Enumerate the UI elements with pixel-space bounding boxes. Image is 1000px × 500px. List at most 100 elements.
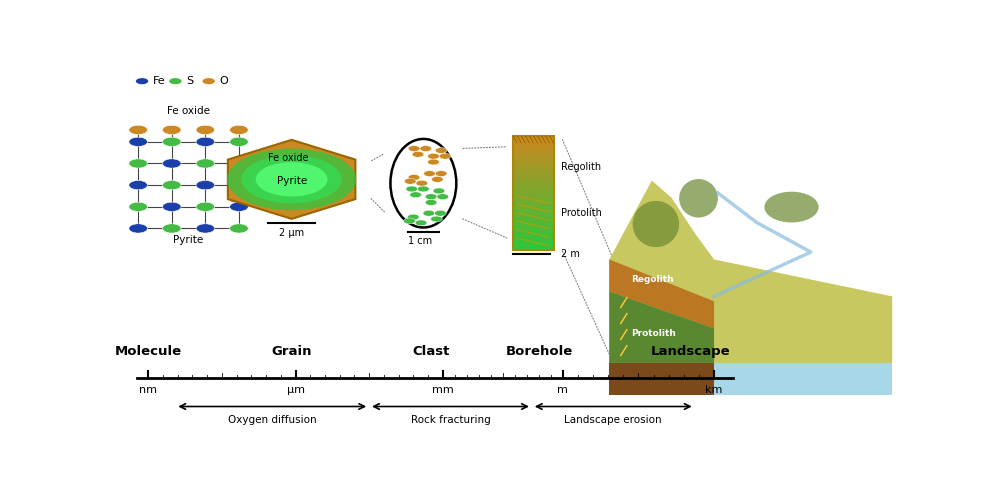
Circle shape [196, 137, 215, 146]
Circle shape [435, 148, 447, 154]
Circle shape [230, 224, 248, 233]
Bar [513, 196, 554, 198]
Circle shape [424, 170, 435, 176]
Text: mm: mm [432, 384, 454, 394]
Ellipse shape [633, 201, 679, 247]
Circle shape [196, 180, 215, 190]
Bar [609, 363, 892, 395]
Circle shape [432, 176, 443, 182]
Bar [513, 193, 554, 194]
Text: S: S [186, 76, 193, 86]
Ellipse shape [679, 179, 718, 218]
Bar [513, 160, 554, 162]
Circle shape [162, 159, 181, 168]
Ellipse shape [241, 156, 342, 204]
Text: Pyrite: Pyrite [173, 235, 204, 245]
Bar [513, 142, 554, 144]
Bar [513, 240, 554, 242]
Circle shape [230, 180, 248, 190]
Circle shape [418, 186, 429, 192]
Circle shape [230, 202, 248, 211]
Bar [513, 176, 554, 178]
Circle shape [230, 137, 248, 146]
Circle shape [435, 210, 446, 216]
Polygon shape [609, 260, 714, 363]
Bar [513, 246, 554, 248]
Circle shape [428, 159, 439, 165]
Text: Grain: Grain [271, 346, 312, 358]
Circle shape [407, 214, 419, 220]
Bar [513, 220, 554, 221]
Bar [513, 210, 554, 212]
Bar [513, 178, 554, 180]
Circle shape [230, 126, 248, 134]
Circle shape [129, 202, 147, 211]
Bar [513, 212, 554, 214]
Bar [513, 200, 554, 202]
Circle shape [129, 159, 147, 168]
Bar [513, 184, 554, 186]
Bar [513, 189, 554, 191]
Bar [513, 204, 554, 206]
Circle shape [439, 154, 451, 159]
Bar [513, 229, 554, 230]
Circle shape [404, 178, 416, 184]
Bar [513, 164, 554, 166]
Text: Clast: Clast [412, 346, 450, 358]
Bar [513, 191, 554, 193]
Circle shape [162, 224, 181, 233]
Circle shape [408, 174, 420, 180]
Bar [513, 136, 554, 138]
Circle shape [404, 218, 415, 224]
Circle shape [129, 224, 147, 233]
Bar [513, 216, 554, 218]
Bar [513, 153, 554, 155]
Circle shape [129, 137, 147, 146]
Text: nm: nm [139, 384, 157, 394]
Ellipse shape [227, 148, 356, 210]
Text: Oxygen diffusion: Oxygen diffusion [228, 415, 317, 425]
Ellipse shape [390, 139, 456, 228]
Bar [513, 221, 554, 223]
Bar [513, 144, 554, 146]
Circle shape [162, 137, 181, 146]
Polygon shape [609, 292, 714, 363]
Polygon shape [714, 296, 892, 363]
Bar [513, 227, 554, 229]
Circle shape [196, 126, 215, 134]
Text: Landscape erosion: Landscape erosion [564, 415, 662, 425]
Circle shape [420, 146, 432, 152]
Ellipse shape [256, 162, 328, 196]
Circle shape [425, 200, 437, 205]
Bar [513, 234, 554, 236]
Text: μm: μm [287, 384, 304, 394]
Bar [513, 168, 554, 170]
Polygon shape [609, 180, 892, 363]
Circle shape [428, 154, 439, 159]
Bar [513, 232, 554, 234]
Circle shape [129, 126, 147, 134]
Circle shape [162, 180, 181, 190]
Circle shape [196, 224, 215, 233]
Bar [513, 146, 554, 148]
Text: Regolith: Regolith [561, 162, 601, 172]
Circle shape [416, 180, 428, 186]
Polygon shape [228, 140, 355, 219]
Bar [513, 214, 554, 216]
Bar [513, 159, 554, 160]
Text: 2 m: 2 m [561, 249, 580, 259]
Bar [513, 180, 554, 182]
Text: Rock fracturing: Rock fracturing [411, 415, 490, 425]
Circle shape [410, 192, 421, 198]
Bar [513, 172, 554, 174]
Bar [513, 208, 554, 210]
Circle shape [162, 126, 181, 134]
Bar [513, 242, 554, 244]
Bar [513, 225, 554, 227]
Bar [513, 187, 554, 189]
Text: m: m [557, 384, 568, 394]
Circle shape [169, 78, 182, 84]
Ellipse shape [764, 192, 819, 222]
Circle shape [415, 220, 427, 226]
Text: Landscape: Landscape [651, 346, 731, 358]
